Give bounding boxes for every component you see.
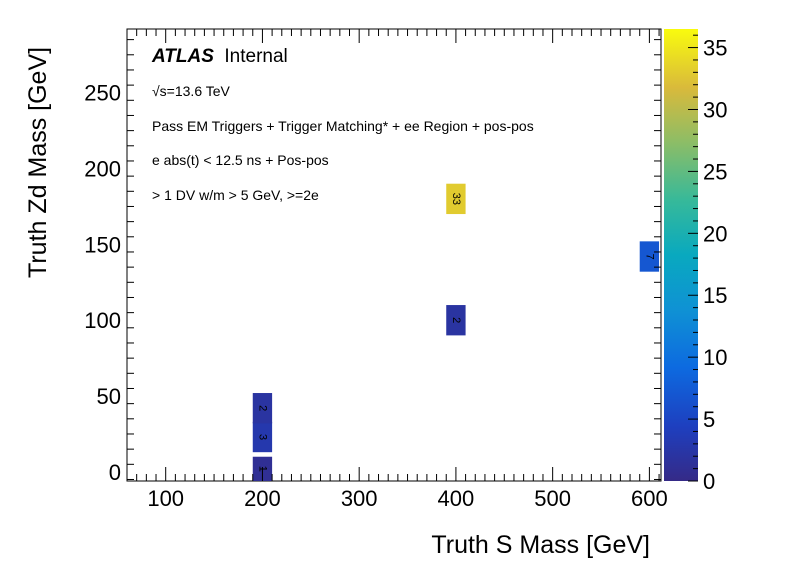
color-bar-tick-label: 35 [703, 36, 727, 61]
x-tick-label: 500 [534, 486, 571, 511]
selection-line-2: e abs(t) < 12.5 ns + Pos-pos [152, 152, 329, 168]
heatmap-cell-label: 3 [257, 434, 269, 440]
color-bar-tick-label: 20 [703, 221, 727, 246]
x-axis-ticks: 100 200 300 400 500 600 [126, 29, 668, 511]
y-tick-label: 250 [84, 81, 121, 106]
x-tick-label: 300 [341, 486, 378, 511]
x-tick-label: 200 [244, 486, 281, 511]
heatmap-cell-label: 2 [450, 317, 462, 323]
atlas-label: ATLAS Internal [151, 46, 288, 67]
color-bar-tick-label: 5 [703, 407, 715, 432]
selection-line-1: Pass EM Triggers + Trigger Matching* + e… [152, 118, 534, 134]
y-tick-label: 200 [84, 157, 121, 182]
color-bar-tick-label: 15 [703, 283, 727, 308]
selection-line-3: > 1 DV w/m > 5 GeV, >=2e [152, 187, 319, 203]
plot-area [126, 28, 662, 482]
atlas-bold-text: ATLAS [151, 46, 214, 67]
x-tick-label: 600 [631, 486, 668, 511]
color-bar-tick-label: 10 [703, 345, 727, 370]
color-bar-tick-label: 25 [703, 159, 727, 184]
heatmap-cell [252, 421, 273, 453]
color-bar-gradient [664, 29, 698, 481]
annotations: ATLAS Internal √s=13.6 TeV Pass EM Trigg… [151, 46, 534, 203]
y-tick-label: 50 [97, 384, 121, 409]
heatmap-cell-label: 7 [643, 253, 655, 259]
color-bar-tick-label: 30 [703, 97, 727, 122]
color-bar-tick-label: 0 [703, 469, 715, 494]
heatmap-cell [639, 241, 660, 272]
x-axis-title: Truth S Mass [GeV] [431, 531, 650, 559]
heatmap-cell-label: 33 [450, 193, 462, 205]
atlas-internal-text: Internal [224, 46, 287, 67]
y-tick-label: 150 [84, 232, 121, 257]
heatmap-cell [252, 393, 273, 424]
y-tick-label: 0 [109, 460, 121, 485]
color-bar-ticks: 0 5 10 15 20 25 30 35 [688, 34, 727, 494]
heatmap-cell [446, 305, 466, 336]
energy-label: √s=13.6 TeV [152, 83, 231, 99]
y-axis-ticks: 0 50 100 150 200 250 [84, 39, 661, 485]
y-tick-label: 100 [84, 308, 121, 333]
color-bar: 0 5 10 15 20 25 30 35 [664, 29, 727, 494]
x-tick-label: 400 [438, 486, 475, 511]
y-axis-title: Truth Zd Mass [GeV] [24, 47, 52, 278]
heatmap-cell [446, 183, 466, 215]
heatmap-cell-label: 2 [257, 405, 269, 411]
x-tick-label: 100 [147, 486, 184, 511]
